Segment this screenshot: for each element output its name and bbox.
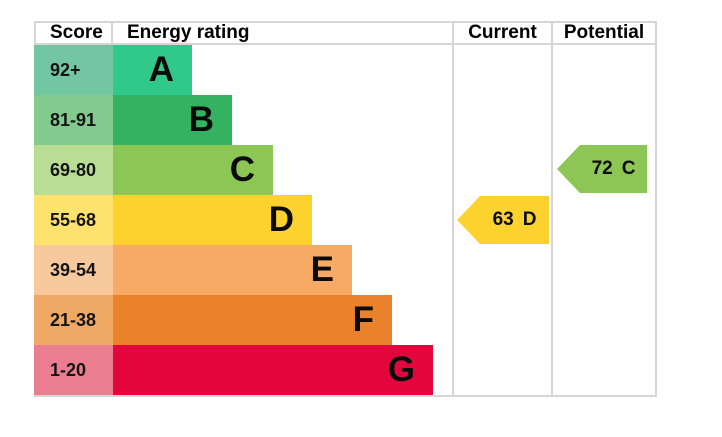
potential-column-left-divider xyxy=(551,21,553,397)
score-range-label: 92+ xyxy=(34,45,113,95)
band-letter: C xyxy=(229,150,255,189)
potential-rating-arrow: 72 C xyxy=(557,145,647,193)
current-rating-value: 63 xyxy=(492,209,514,230)
band-row: 1-20 G xyxy=(34,345,453,395)
potential-rating-band: C xyxy=(621,158,636,179)
table-top-border xyxy=(34,21,657,23)
band-row: 81-91 B xyxy=(34,95,453,145)
table-left-border xyxy=(34,21,36,45)
score-range-label: 81-91 xyxy=(34,95,113,145)
band-row: 69-80 C xyxy=(34,145,453,195)
band-row: 92+ A xyxy=(34,45,453,95)
score-range-label: 55-68 xyxy=(34,195,113,245)
band-letter: D xyxy=(268,200,294,239)
band-row: 21-38 F xyxy=(34,295,453,345)
current-rating-band: D xyxy=(522,209,537,230)
energy-band-rows: 92+ A 81-91 B 69-80 C 55-68 D 39-54 E 21… xyxy=(34,45,453,395)
band-letter: G xyxy=(387,350,415,389)
score-range-label: 1-20 xyxy=(34,345,113,395)
score-range-label: 69-80 xyxy=(34,145,113,195)
header-bottom-border xyxy=(34,43,657,45)
potential-rating-value: 72 xyxy=(591,158,613,179)
current-column-header: Current xyxy=(468,22,537,43)
band-row: 39-54 E xyxy=(34,245,453,295)
current-column-left-divider xyxy=(452,21,454,397)
current-rating-arrow: 63 D xyxy=(457,196,549,244)
energy-rating-column-header: Energy rating xyxy=(127,22,250,43)
energy-band-bar: C xyxy=(113,145,273,195)
band-letter: B xyxy=(188,100,214,139)
score-range-label: 21-38 xyxy=(34,295,113,345)
band-letter: F xyxy=(352,300,374,339)
energy-band-bar: F xyxy=(113,295,392,345)
energy-band-bar: G xyxy=(113,345,433,395)
table-bottom-border xyxy=(34,395,657,397)
score-column-divider xyxy=(111,21,113,45)
energy-band-bar: E xyxy=(113,245,352,295)
energy-band-bar: D xyxy=(113,195,312,245)
potential-column-header: Potential xyxy=(563,22,645,43)
energy-band-bar: A xyxy=(113,45,192,95)
energy-band-bar: B xyxy=(113,95,232,145)
band-row: 55-68 D xyxy=(34,195,453,245)
band-letter: A xyxy=(148,50,174,89)
score-column-header: Score xyxy=(50,22,103,43)
score-range-label: 39-54 xyxy=(34,245,113,295)
table-right-border xyxy=(655,21,657,397)
band-letter: E xyxy=(310,250,334,289)
